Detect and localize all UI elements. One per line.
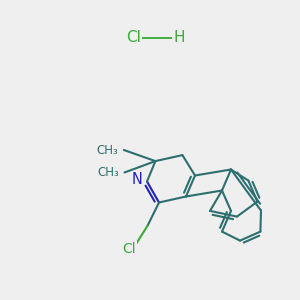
Text: CH₃: CH₃ — [97, 166, 119, 179]
Text: H: H — [174, 30, 185, 45]
Text: N: N — [132, 172, 143, 188]
Text: Cl: Cl — [122, 242, 136, 256]
Text: Cl: Cl — [126, 30, 141, 45]
Text: CH₃: CH₃ — [97, 143, 119, 157]
